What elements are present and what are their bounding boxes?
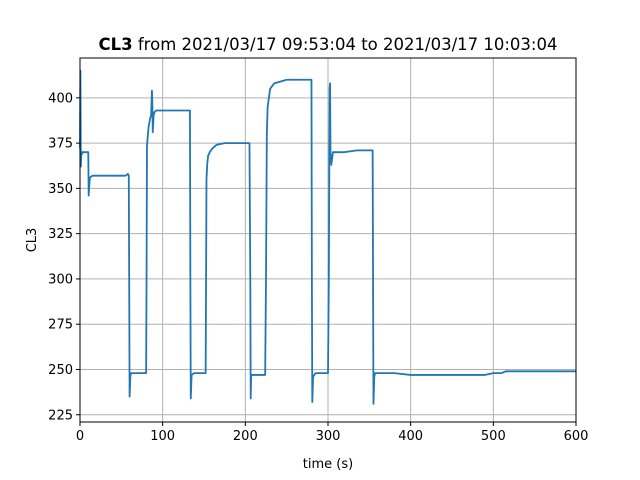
x-tick-label: 500 [481,429,506,444]
x-tick-label: 400 [398,429,423,444]
x-tick-label: 600 [564,429,589,444]
x-tick-label: 300 [316,429,341,444]
y-tick-label: 250 [48,363,73,378]
y-axis-label: CL3 [25,228,40,253]
y-tick-label: 325 [48,227,73,242]
chart-title-rest: from 2021/03/17 09:53:04 to 2021/03/17 1… [133,35,558,54]
y-tick-label: 400 [48,91,73,106]
ticks: 0 100 200 300 400 500 600 225 250 275 300 325 350 375… [48,91,588,444]
x-axis-label: time (s) [303,457,353,472]
x-tick-label: 100 [150,429,175,444]
chart-title: CL3 from 2021/03/17 09:53:04 to 2021/03/… [99,35,558,54]
grid [79,58,577,422]
y-tick-label: 300 [48,272,73,287]
series-line [79,69,576,405]
y-tick-label: 275 [48,318,73,333]
y-tick-label: 225 [48,408,73,423]
chart-title-bold: CL3 [99,35,133,54]
y-tick-label: 350 [48,182,73,197]
x-tick-label: 200 [233,429,258,444]
y-tick-label: 375 [48,137,73,152]
series-layer [79,69,576,405]
x-tick-label: 0 [76,429,84,444]
